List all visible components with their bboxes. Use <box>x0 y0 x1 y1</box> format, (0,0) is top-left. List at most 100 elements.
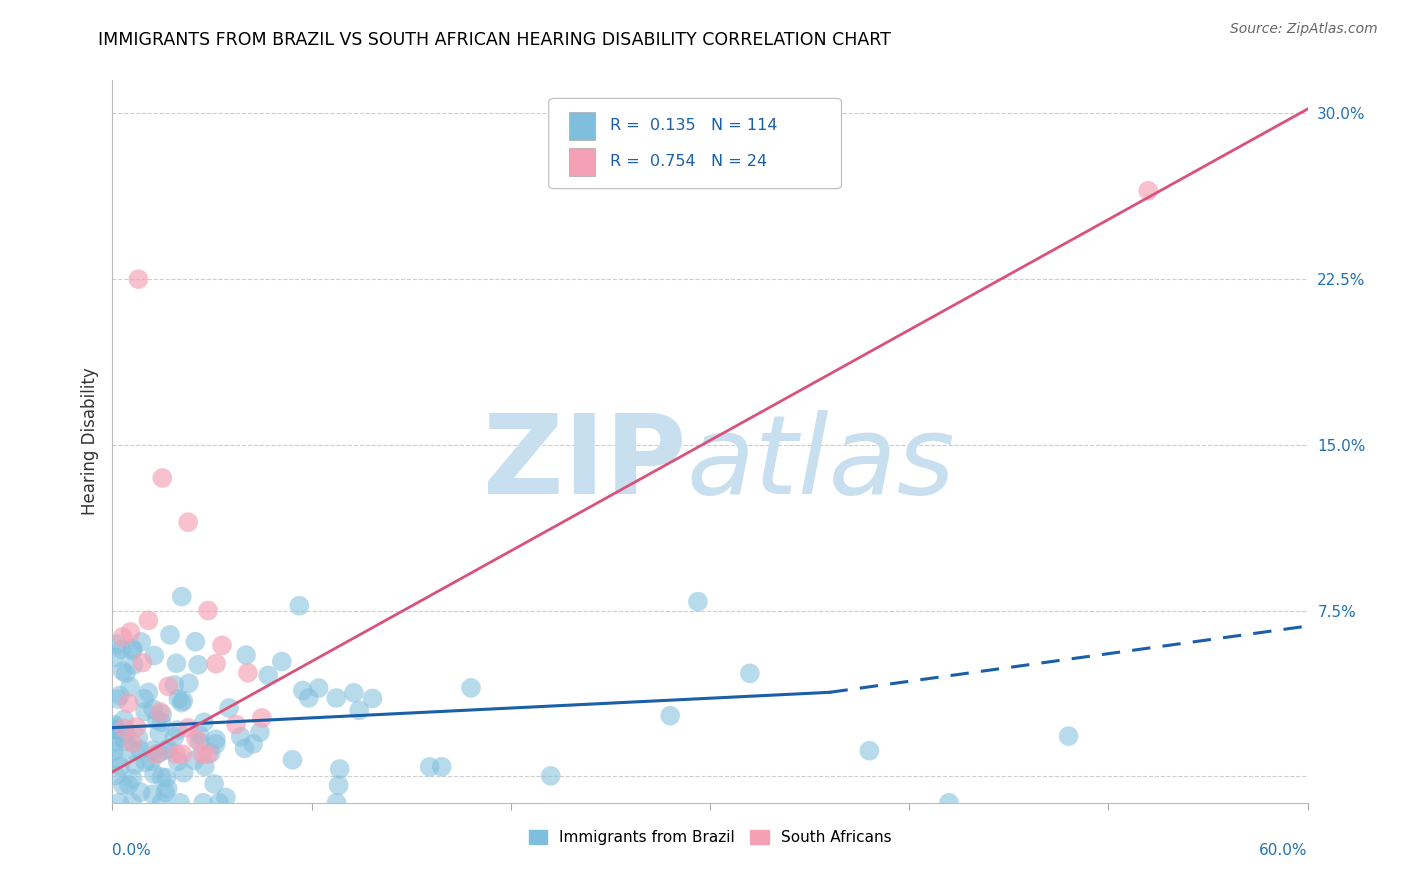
Point <box>163 730 186 744</box>
Point <box>125 720 148 734</box>
Point <box>108 796 131 810</box>
Point <box>202 777 225 791</box>
Point <box>233 741 256 756</box>
FancyBboxPatch shape <box>548 98 842 189</box>
Point <box>138 613 160 627</box>
Point <box>138 685 160 699</box>
Point <box>122 657 145 672</box>
Point <box>430 760 453 774</box>
Point <box>111 664 134 678</box>
Point <box>172 747 194 762</box>
Point <box>270 655 292 669</box>
Point <box>197 747 219 762</box>
Point <box>103 718 125 732</box>
Point <box>197 603 219 617</box>
Point <box>111 731 134 745</box>
Point <box>150 715 173 730</box>
Point <box>108 759 131 773</box>
Point <box>108 689 131 703</box>
Point <box>249 725 271 739</box>
Point <box>211 639 233 653</box>
Point <box>419 760 441 774</box>
Point <box>104 650 127 665</box>
Point <box>170 590 193 604</box>
Point <box>173 765 195 780</box>
Point <box>142 702 165 716</box>
Point <box>145 747 167 762</box>
Point <box>129 743 152 757</box>
Point <box>193 796 215 810</box>
Point <box>120 624 142 639</box>
Point <box>169 796 191 810</box>
Point <box>143 648 166 663</box>
Point <box>120 680 142 694</box>
Point <box>291 683 314 698</box>
Point <box>325 690 347 705</box>
Point <box>686 595 709 609</box>
Point <box>111 630 134 644</box>
Text: 0.0%: 0.0% <box>112 843 152 857</box>
Point <box>134 691 156 706</box>
Point <box>188 735 211 749</box>
Point <box>229 730 252 744</box>
Point <box>107 692 129 706</box>
Point <box>738 666 761 681</box>
Point <box>131 656 153 670</box>
Legend: Immigrants from Brazil, South Africans: Immigrants from Brazil, South Africans <box>522 822 898 853</box>
Point <box>103 723 125 737</box>
Point <box>325 796 347 810</box>
Point <box>288 599 311 613</box>
Point <box>328 778 350 792</box>
Y-axis label: Hearing Disability: Hearing Disability <box>80 368 98 516</box>
Point <box>115 666 138 681</box>
Point <box>298 690 321 705</box>
Point <box>540 769 562 783</box>
Point <box>308 681 330 695</box>
Point <box>103 720 125 734</box>
Point <box>225 717 247 731</box>
Point <box>143 767 166 781</box>
Point <box>343 686 366 700</box>
Point <box>142 787 165 801</box>
Point <box>200 746 222 760</box>
Point <box>177 721 200 735</box>
Point <box>172 694 194 708</box>
Point <box>124 744 146 758</box>
Point <box>205 732 228 747</box>
Point <box>114 735 136 749</box>
Point <box>150 770 173 784</box>
Point <box>129 785 152 799</box>
Point <box>148 726 170 740</box>
Text: 60.0%: 60.0% <box>1260 843 1308 857</box>
Point <box>166 755 188 769</box>
FancyBboxPatch shape <box>569 148 595 176</box>
Point <box>121 643 143 657</box>
Point <box>186 732 208 747</box>
Text: atlas: atlas <box>686 409 955 516</box>
Point <box>242 737 264 751</box>
Point <box>150 707 173 722</box>
Point <box>361 691 384 706</box>
FancyBboxPatch shape <box>569 112 595 139</box>
Point <box>121 641 143 656</box>
Point <box>250 711 273 725</box>
Point <box>191 747 214 762</box>
Point <box>204 737 226 751</box>
Text: IMMIGRANTS FROM BRAZIL VS SOUTH AFRICAN HEARING DISABILITY CORRELATION CHART: IMMIGRANTS FROM BRAZIL VS SOUTH AFRICAN … <box>98 31 891 49</box>
Point <box>460 681 482 695</box>
Point <box>208 796 231 810</box>
Point <box>193 715 215 730</box>
Point <box>124 758 146 772</box>
Point <box>107 752 129 766</box>
Point <box>121 772 143 786</box>
Point <box>142 743 165 757</box>
Point <box>105 769 128 783</box>
Point <box>112 779 135 793</box>
Point <box>150 796 173 810</box>
Point <box>127 731 149 745</box>
Point <box>163 678 186 692</box>
Point <box>1057 729 1080 743</box>
Point <box>194 759 217 773</box>
Point <box>170 696 193 710</box>
Point <box>148 747 170 761</box>
